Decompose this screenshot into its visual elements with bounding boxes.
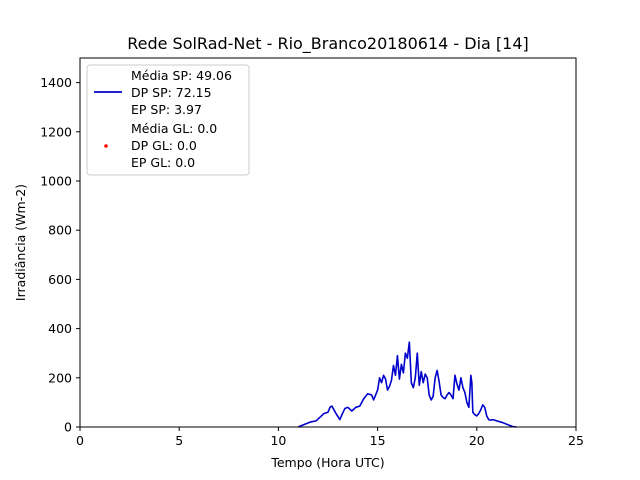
chart-title: Rede SolRad-Net - Rio_Branco20180614 - D… bbox=[127, 34, 529, 54]
x-tick-label: 10 bbox=[270, 433, 286, 448]
y-tick-label: 200 bbox=[48, 370, 72, 385]
plot-frame bbox=[79, 57, 577, 428]
series-line-sp bbox=[297, 341, 517, 428]
legend-entry-sp-sd: DP SP: 72.15 bbox=[131, 85, 212, 100]
y-axis-label: Irradiância (Wm-2) bbox=[13, 184, 28, 301]
x-tick-label: 5 bbox=[175, 433, 183, 448]
legend-entry-sp-mean: Média SP: 49.06 bbox=[131, 68, 232, 83]
legend-box bbox=[86, 64, 250, 176]
legend: Média SP: 49.06 DP SP: 72.15 EP SP: 3.97… bbox=[86, 64, 250, 176]
x-axis: 0 5 10 15 20 25 bbox=[76, 427, 584, 448]
x-tick-label: 25 bbox=[568, 433, 584, 448]
plot-area bbox=[79, 57, 577, 428]
x-tick-label: 20 bbox=[469, 433, 485, 448]
legend-entry-sp-se: EP SP: 3.97 bbox=[131, 102, 202, 117]
legend-entry-gl-mean: Média GL: 0.0 bbox=[131, 121, 217, 136]
x-tick-label: 15 bbox=[370, 433, 386, 448]
x-tick-label: 0 bbox=[76, 433, 84, 448]
x-axis-label: Tempo (Hora UTC) bbox=[270, 455, 384, 470]
y-tick-label: 1200 bbox=[40, 124, 72, 139]
legend-entry-gl-se: EP GL: 0.0 bbox=[131, 155, 195, 170]
legend-entry-gl-sd: DP GL: 0.0 bbox=[131, 138, 197, 153]
y-tick-label: 1400 bbox=[40, 75, 72, 90]
y-tick-label: 0 bbox=[64, 420, 72, 435]
y-axis: 0 200 400 600 800 1000 1200 1400 bbox=[40, 75, 80, 435]
y-tick-label: 800 bbox=[48, 223, 72, 238]
y-tick-label: 400 bbox=[48, 321, 72, 336]
y-tick-label: 1000 bbox=[40, 174, 72, 189]
legend-swatch-gl bbox=[104, 144, 108, 148]
y-tick-label: 600 bbox=[48, 272, 72, 287]
